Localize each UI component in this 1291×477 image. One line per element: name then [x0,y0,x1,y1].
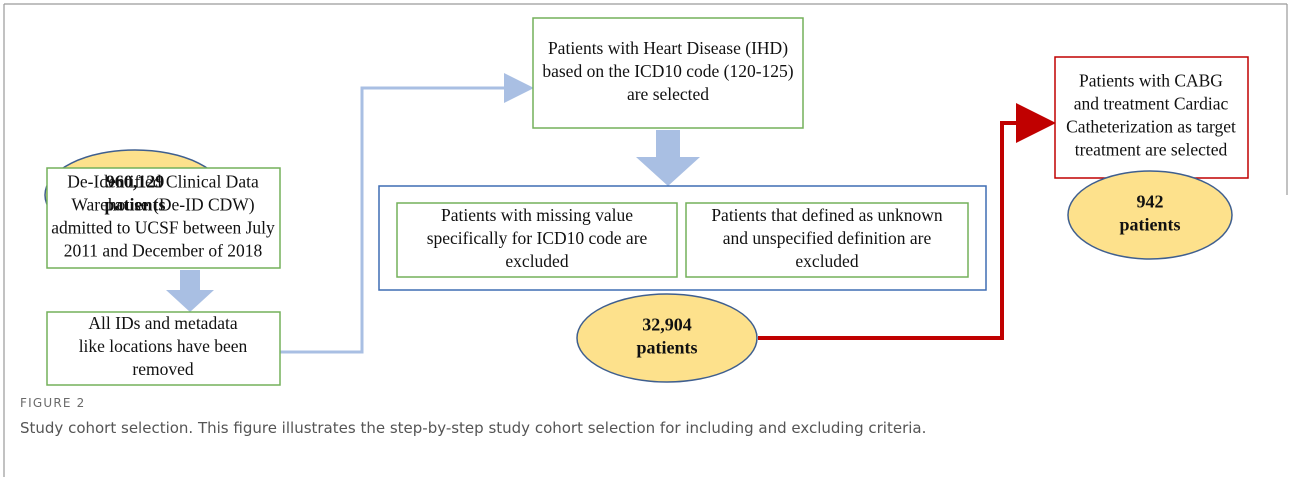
node-label: Patients that defined as unknown [711,205,943,225]
labels: 960,129 patients De-Identified Clinical Da… [51,38,1236,379]
node-label: All IDs and metadata [88,313,237,333]
node-label: admitted to UCSF between July [51,218,275,238]
ellipse [1067,170,1233,260]
node-label: Catheterization as target [1066,117,1236,137]
node-label: Patients with Heart Disease (IHD) [548,38,788,58]
node-label: patients [636,338,697,358]
node-label: 32,904 [642,315,692,335]
box [46,167,281,269]
arrow [166,270,214,312]
node-label: patients [1119,215,1180,235]
node-label: and unspecified definition are [723,228,932,248]
node-label: 942 [1137,192,1164,212]
frame [3,3,1288,477]
node-label: patients [104,195,165,215]
box [685,202,969,278]
node-label: excluded [795,251,858,271]
node-label: Warehouse (De-ID CDW) [71,195,254,215]
node-label: 2011 and December of 2018 [64,241,263,261]
box [532,17,804,129]
node-label: Patients with CABG [1079,71,1223,91]
node-label: De-Identified Clinical Data [67,172,259,192]
node-label: excluded [505,251,568,271]
ellipse [576,293,758,383]
connector [758,103,1056,340]
box [1054,56,1249,179]
node-label: like locations have been [79,336,248,356]
node-label: 960,129 [106,172,165,192]
box [46,311,281,386]
figure-number: FIGURE 2 [20,396,86,410]
node-label: specifically for ICD10 code are [427,228,648,248]
node-label: and treatment Cardiac [1074,94,1229,114]
node-label: are selected [627,84,709,104]
figure-caption: Study cohort selection. This figure illu… [20,419,926,437]
arrow [636,130,700,186]
node-label: based on the ICD10 code (120-125) [542,61,793,81]
node-label: Patients with missing value [441,205,633,225]
node-label: removed [132,359,193,379]
node-label: treatment are selected [1075,140,1228,160]
box [396,202,678,278]
connector [280,73,534,354]
